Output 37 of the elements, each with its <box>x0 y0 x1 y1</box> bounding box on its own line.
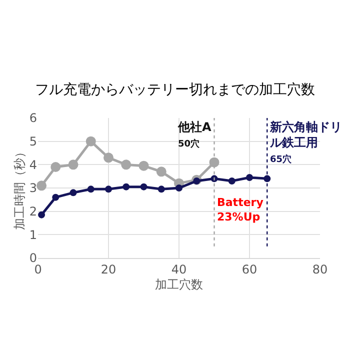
point <box>68 160 78 170</box>
x-tick-label: 80 <box>312 262 328 276</box>
y-tick-label: 0 <box>29 251 37 266</box>
point <box>36 180 47 191</box>
point <box>50 162 61 172</box>
point <box>122 183 130 190</box>
y-tick-label: 6 <box>29 111 37 126</box>
x-tick-label: 40 <box>171 262 187 276</box>
x-axis-title: 加工穴数 <box>155 277 203 292</box>
y-tick-label: 1 <box>29 228 37 242</box>
y-tick-label: 4 <box>29 158 37 172</box>
point <box>176 184 182 192</box>
chart-title: フル充電からバッテリー切れまでの加工穴数 <box>35 82 315 98</box>
y-tick-label: 3 <box>29 181 37 196</box>
point <box>86 136 96 146</box>
x-tick-label: 60 <box>242 262 258 276</box>
point <box>105 186 112 193</box>
point <box>38 211 46 218</box>
ref-line-label: 新六角軸ドリル鉄工用 65穴 <box>269 120 342 166</box>
annotation: Battery 23%Up <box>217 196 264 224</box>
point <box>87 186 94 193</box>
point <box>156 166 166 177</box>
point <box>140 183 148 190</box>
point <box>193 178 200 184</box>
y-tick-label: 2 <box>29 204 37 219</box>
point <box>138 160 149 171</box>
point <box>121 160 132 170</box>
point <box>228 178 236 184</box>
point <box>104 152 114 163</box>
ref-line-label: 他社A 50穴 <box>177 120 212 150</box>
x-tick-label: 20 <box>100 262 116 276</box>
point <box>246 174 253 181</box>
y-tick-label: 5 <box>29 134 37 149</box>
y-axis-title: 加工時間（秒） <box>12 146 27 230</box>
point <box>52 194 60 201</box>
point <box>70 189 77 196</box>
point <box>158 186 165 193</box>
